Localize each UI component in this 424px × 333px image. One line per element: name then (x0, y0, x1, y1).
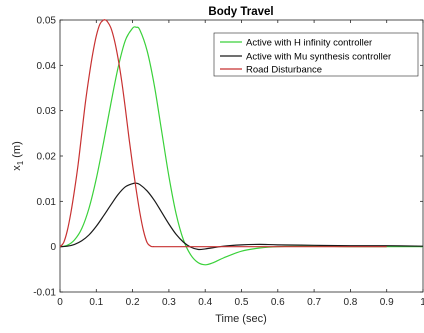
series-line-mu-synthesis (59, 182, 424, 251)
series-line-road-disturbance (59, 19, 387, 248)
y-axis-label: x1 (m) (11, 141, 25, 171)
legend-label-mu-synthesis: Active with Mu synthesis controller (246, 52, 391, 63)
legend: Active with H infinity controller Active… (213, 32, 419, 77)
x-tick-label: 0.9 (380, 297, 394, 308)
x-tick-label: 0.1 (89, 297, 103, 308)
x-tick-label: 0.8 (343, 297, 357, 308)
y-tick-label: 0.01 (37, 197, 57, 208)
series-line-h-infinity (59, 26, 423, 266)
x-tick-label: 0 (57, 297, 63, 308)
x-axis-ticks: 0 0.1 0.2 0.3 0.4 0.5 0.6 0.7 0.8 0.9 1 (57, 20, 424, 308)
x-tick-label: 0.3 (162, 297, 176, 308)
x-tick-label: 0.2 (126, 297, 140, 308)
x-axis-label: Time (sec) (215, 313, 267, 325)
y-tick-label: 0.03 (37, 106, 57, 117)
legend-label-road-disturbance: Road Disturbance (246, 65, 322, 76)
legend-label-h-infinity: Active with H infinity controller (246, 38, 372, 49)
y-axis-label-subscript: 1 (16, 160, 25, 165)
y-axis-ticks: -0.01 0 0.01 0.02 0.03 0.04 0.05 (33, 16, 423, 299)
y-tick-label: 0.05 (37, 16, 57, 27)
y-tick-label: 0.02 (37, 152, 57, 163)
x-tick-label: 0.4 (198, 297, 212, 308)
y-axis-label-unit: (m) (11, 141, 23, 161)
series-layer (59, 19, 424, 266)
legend-box (213, 32, 419, 77)
y-axis-label-main: x (11, 165, 23, 171)
y-tick-label: 0.04 (37, 61, 57, 72)
y-tick-label: 0 (50, 242, 56, 253)
chart-title: Body Travel (208, 6, 273, 18)
x-tick-label: 0.5 (235, 297, 249, 308)
y-tick-label: -0.01 (33, 288, 56, 299)
x-tick-label: 0.7 (307, 297, 321, 308)
x-tick-label: 0.6 (271, 297, 285, 308)
x-tick-label: 1 (420, 297, 424, 308)
